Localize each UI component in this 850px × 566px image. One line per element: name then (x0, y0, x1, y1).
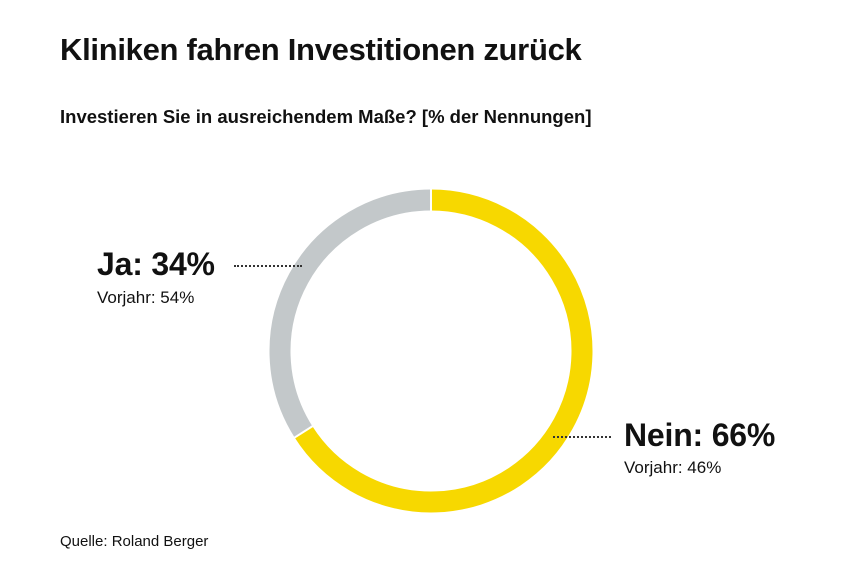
slice-label-nein: Nein: 66% (624, 417, 776, 453)
donut-slice-ja (269, 189, 432, 438)
donut-slice-nein (294, 189, 593, 513)
leader-line-ja (234, 265, 302, 267)
chart-subtitle: Investieren Sie in ausreichendem Maße? [… (60, 106, 592, 127)
slice-previous-ja: Vorjahr: 54% (97, 288, 195, 307)
chart-title: Kliniken fahren Investitionen zurück (60, 32, 582, 67)
slice-label-ja: Ja: 34% (97, 246, 215, 282)
leader-line-nein (553, 436, 611, 438)
slice-separator (293, 424, 314, 439)
source-note: Quelle: Roland Berger (60, 533, 209, 550)
slice-previous-nein: Vorjahr: 46% (624, 458, 722, 477)
